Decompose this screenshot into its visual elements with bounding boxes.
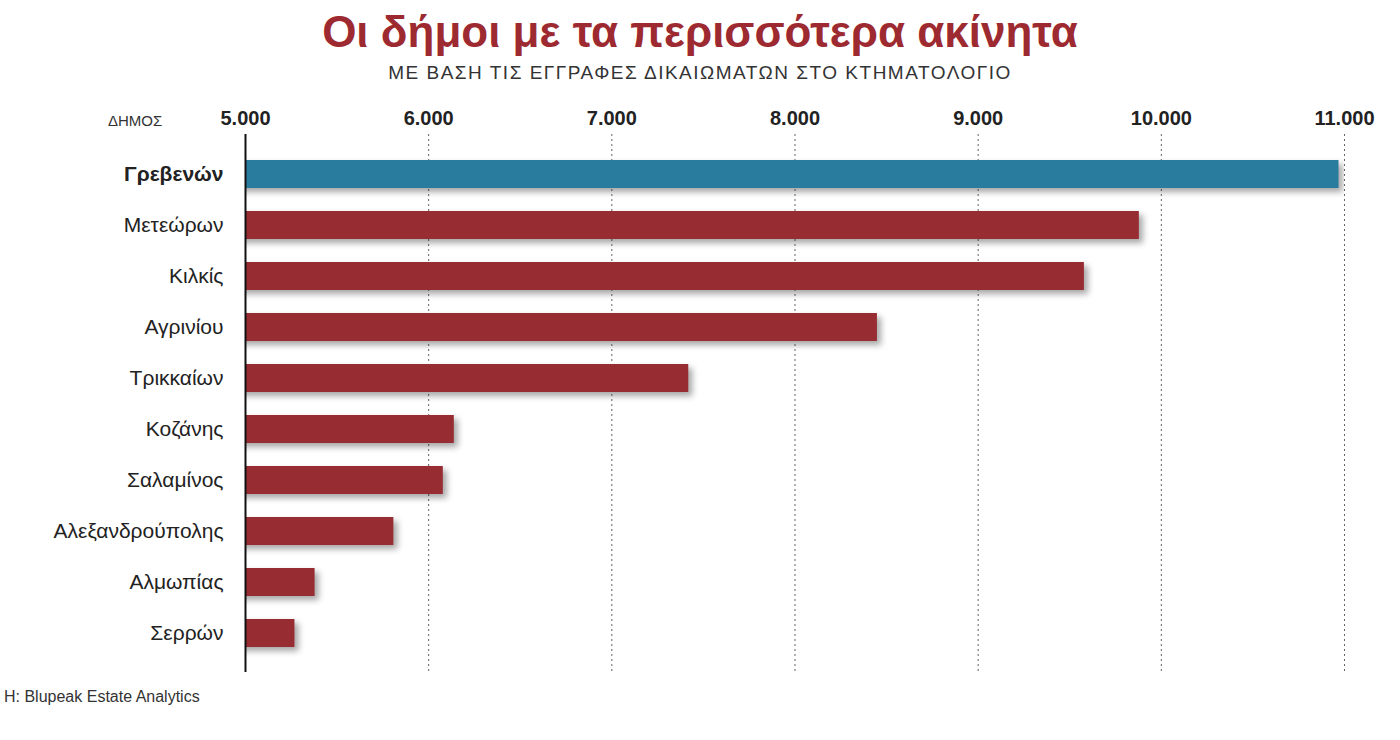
html-text:ΜΕ ΒΑΣΗ ΤΙΣ ΕΓΓΡΑΦΕΣ ΔΙΚΑΙΩΜΑΤ: ΜΕ ΒΑΣΗ ΤΙΣ ΕΓΓΡΑΦΕΣ ΔΙΚΑΙΩΜΑΤΩΝ ΣΤΟ ΚΤΗ… [388,62,1012,83]
svg-text:Κιλκίς: Κιλκίς [169,264,223,287]
svg-text:Αλεξανδρούπολης: Αλεξανδρούπολης [54,519,224,542]
html-text:Η: Blupeak Estate Analytics: Η: Blupeak Estate Analytics [4,688,200,705]
svg-text:5.000: 5.000 [220,107,270,129]
svg-text:11.000: 11.000 [1314,107,1374,129]
svg-text:Γρεβενών: Γρεβενών [124,162,223,185]
svg-text:8.000: 8.000 [770,107,820,129]
svg-text:Μετεώρων: Μετεώρων [124,213,224,236]
svg-text:10.000: 10.000 [1131,107,1192,129]
svg-text:Τρικκαίων: Τρικκαίων [130,366,224,389]
svg-text:9.000: 9.000 [953,107,1003,129]
html-text:ΔΗΜΟΣ: ΔΗΜΟΣ [108,112,163,129]
svg-text:Αγρινίου: Αγρινίου [144,315,223,338]
svg-text:Αλμωπίας: Αλμωπίας [129,570,223,593]
svg-text:Σαλαμίνος: Σαλαμίνος [127,468,224,491]
svg-text:7.000: 7.000 [587,107,637,129]
svg-text:Κοζάνης: Κοζάνης [146,417,224,440]
svg-text:Σερρών: Σερρών [150,621,223,644]
html-text:Οι δήμοι με τα περισσότερα ακί: Οι δήμοι με τα περισσότερα ακίνητα [322,7,1078,56]
svg-text:6.000: 6.000 [404,107,454,129]
